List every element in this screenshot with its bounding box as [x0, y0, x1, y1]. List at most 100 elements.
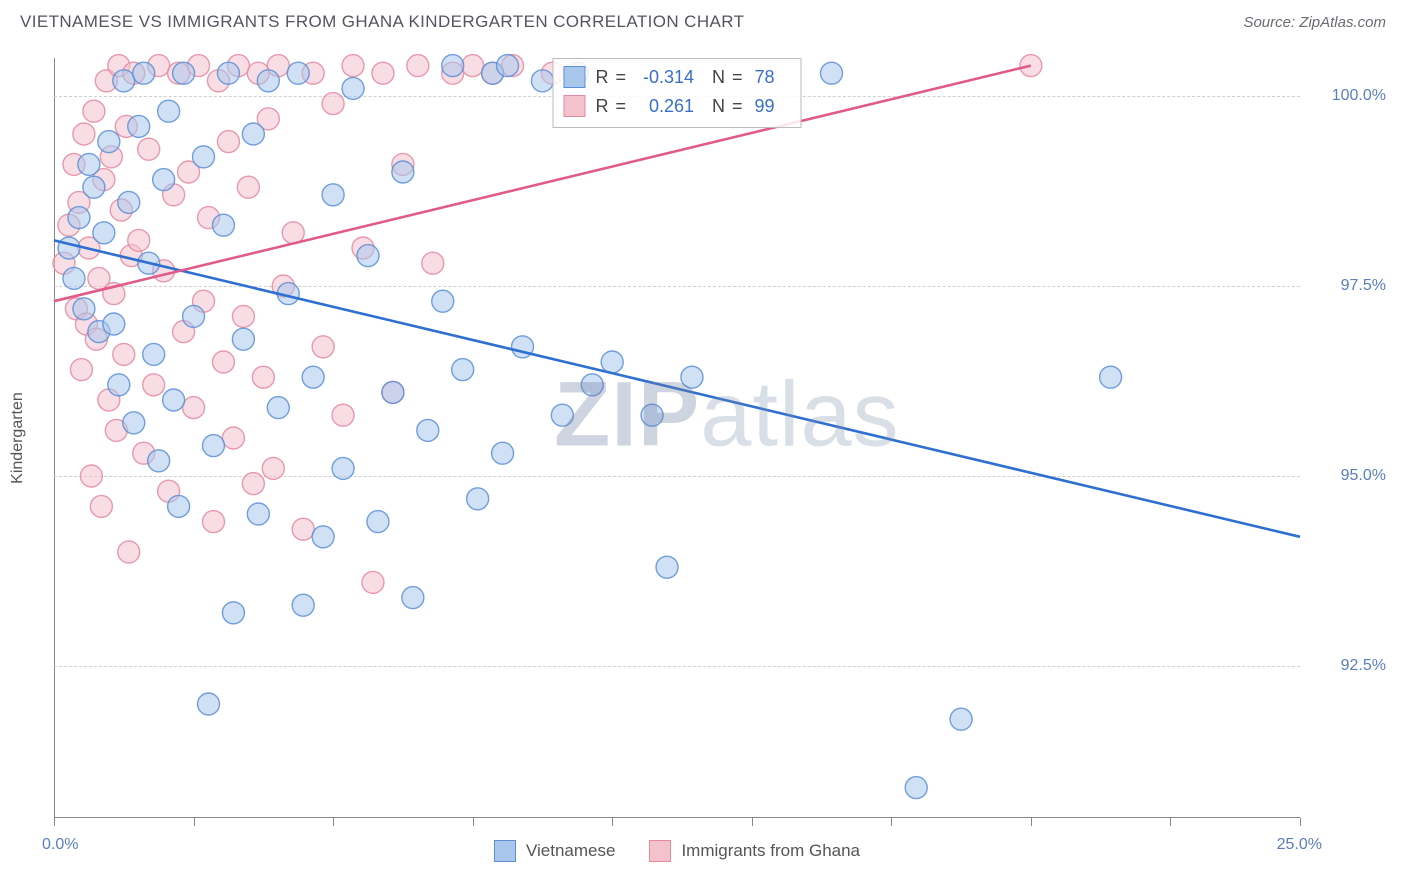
data-point — [821, 62, 843, 84]
data-point — [168, 495, 190, 517]
data-point — [237, 176, 259, 198]
stat-r-label: R = — [595, 63, 628, 92]
legend-swatch-1 — [649, 840, 671, 862]
data-point — [173, 62, 195, 84]
data-point — [656, 556, 678, 578]
x-tick — [333, 818, 334, 826]
data-point — [128, 229, 150, 251]
data-point — [601, 351, 623, 373]
data-point — [73, 123, 95, 145]
data-point — [123, 412, 145, 434]
data-point — [83, 100, 105, 122]
data-point — [905, 777, 927, 799]
data-point — [183, 397, 205, 419]
x-tick — [1170, 818, 1171, 826]
data-point — [322, 184, 344, 206]
y-tick-label: 97.5% — [1310, 277, 1386, 295]
data-point — [581, 374, 603, 396]
data-point — [222, 602, 244, 624]
data-point — [382, 381, 404, 403]
data-point — [217, 62, 239, 84]
data-point — [217, 131, 239, 153]
legend-swatch-0 — [494, 840, 516, 862]
data-point — [681, 366, 703, 388]
data-point — [342, 55, 364, 77]
data-point — [432, 290, 454, 312]
data-point — [641, 404, 663, 426]
data-point — [312, 526, 334, 548]
data-point — [1020, 55, 1042, 77]
data-point — [322, 93, 344, 115]
data-point — [108, 374, 130, 396]
stat-n-label: N = — [712, 63, 745, 92]
x-tick — [1031, 818, 1032, 826]
x-tick — [612, 818, 613, 826]
data-point — [497, 55, 519, 77]
data-point — [551, 404, 573, 426]
data-point — [163, 389, 185, 411]
legend: Vietnamese Immigrants from Ghana — [54, 840, 1300, 862]
chart-area: 92.5%95.0%97.5%100.0% Kindergarten ZIPat… — [54, 58, 1300, 818]
stat-r-value-1: 0.261 — [638, 92, 702, 121]
swatch-series-0 — [563, 66, 585, 88]
data-point — [73, 298, 95, 320]
data-point — [247, 503, 269, 525]
data-point — [292, 594, 314, 616]
data-point — [63, 267, 85, 289]
data-point — [407, 55, 429, 77]
data-point — [492, 442, 514, 464]
data-point — [222, 427, 244, 449]
scatter-plot-svg — [54, 58, 1300, 818]
data-point — [357, 245, 379, 267]
legend-label-1: Immigrants from Ghana — [681, 841, 860, 861]
y-axis-title: Kindergarten — [9, 392, 27, 484]
data-point — [118, 541, 140, 563]
data-point — [133, 62, 155, 84]
stat-r-value-0: -0.314 — [638, 63, 702, 92]
stat-r-label: R = — [595, 92, 628, 121]
legend-item-0: Vietnamese — [494, 840, 615, 862]
data-point — [342, 77, 364, 99]
stats-row-series-1: R = 0.261 N = 99 — [563, 92, 790, 121]
data-point — [83, 176, 105, 198]
data-point — [367, 511, 389, 533]
data-point — [80, 465, 102, 487]
data-point — [143, 374, 165, 396]
data-point — [392, 161, 414, 183]
data-point — [332, 457, 354, 479]
x-tick — [54, 818, 55, 826]
x-tick — [473, 818, 474, 826]
stats-box: R = -0.314 N = 78 R = 0.261 N = 99 — [552, 58, 801, 128]
data-point — [462, 55, 484, 77]
data-point — [417, 419, 439, 441]
data-point — [242, 473, 264, 495]
data-point — [118, 191, 140, 213]
data-point — [103, 313, 125, 335]
data-point — [93, 222, 115, 244]
data-point — [402, 587, 424, 609]
y-tick-label: 100.0% — [1310, 87, 1386, 105]
data-point — [113, 70, 135, 92]
data-point — [287, 62, 309, 84]
data-point — [193, 146, 215, 168]
data-point — [198, 693, 220, 715]
data-point — [153, 169, 175, 191]
data-point — [467, 488, 489, 510]
stats-row-series-0: R = -0.314 N = 78 — [563, 63, 790, 92]
data-point — [950, 708, 972, 730]
data-point — [372, 62, 394, 84]
data-point — [257, 70, 279, 92]
data-point — [531, 70, 553, 92]
header-bar: VIETNAMESE VS IMMIGRANTS FROM GHANA KIND… — [0, 0, 1406, 40]
data-point — [302, 366, 324, 388]
data-point — [242, 123, 264, 145]
data-point — [98, 131, 120, 153]
x-tick — [891, 818, 892, 826]
trend-line — [54, 66, 1031, 302]
legend-label-0: Vietnamese — [526, 841, 615, 861]
y-tick-label: 95.0% — [1310, 467, 1386, 485]
chart-title: VIETNAMESE VS IMMIGRANTS FROM GHANA KIND… — [20, 12, 744, 32]
stat-n-value-1: 99 — [755, 92, 791, 121]
data-point — [452, 359, 474, 381]
data-point — [262, 457, 284, 479]
